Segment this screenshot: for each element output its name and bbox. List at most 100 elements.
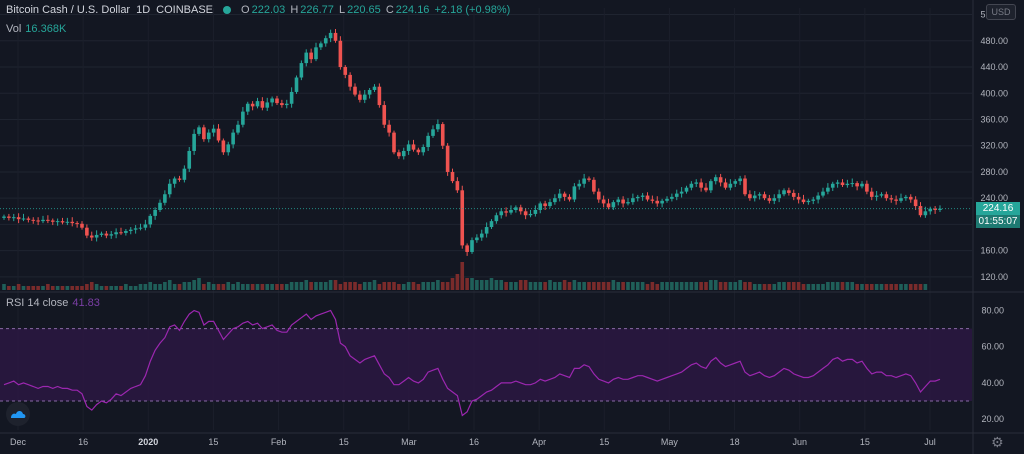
volume-bar bbox=[275, 284, 279, 290]
candle-body bbox=[387, 124, 391, 133]
volume-bar bbox=[99, 286, 104, 290]
candle-body bbox=[528, 213, 533, 216]
volume-bar bbox=[728, 282, 733, 290]
volume-bar bbox=[709, 280, 713, 290]
volume-bar bbox=[523, 280, 528, 290]
volume-bar bbox=[757, 284, 762, 290]
candle-body bbox=[621, 199, 625, 204]
candle-body bbox=[538, 203, 543, 210]
volume-bar bbox=[138, 284, 143, 290]
candle-body bbox=[65, 221, 70, 223]
candle-body bbox=[460, 190, 465, 246]
candle-body bbox=[80, 223, 84, 228]
candle-body bbox=[55, 221, 60, 223]
interval-label[interactable]: 1D bbox=[136, 4, 151, 16]
volume-bar bbox=[94, 284, 99, 290]
volume-value: 16.368K bbox=[25, 23, 67, 35]
settings-gear-icon[interactable]: ⚙ bbox=[991, 434, 1004, 450]
volume-bar bbox=[762, 284, 767, 290]
candle-body bbox=[587, 178, 591, 180]
candle-body bbox=[509, 209, 513, 213]
volume-bar bbox=[777, 282, 781, 290]
volume-bar bbox=[119, 286, 123, 290]
volume-bar bbox=[855, 284, 859, 290]
volume-bar bbox=[65, 286, 70, 290]
candle-body bbox=[553, 198, 557, 203]
candle-body bbox=[294, 77, 299, 92]
candle-body bbox=[250, 103, 255, 107]
symbol-name[interactable]: Bitcoin Cash / U.S. Dollar bbox=[6, 4, 131, 16]
price-tick-label: 480.00 bbox=[980, 36, 1008, 46]
candle-body bbox=[748, 194, 752, 199]
candle-body bbox=[679, 191, 684, 194]
volume-bar bbox=[660, 282, 664, 290]
price-tick-label: 240.00 bbox=[980, 193, 1008, 203]
candle-body bbox=[260, 101, 265, 108]
candle-body bbox=[475, 237, 479, 241]
price-tick-label: 120.00 bbox=[980, 272, 1008, 282]
time-tick-label: Jul bbox=[924, 437, 936, 447]
candle-body bbox=[358, 94, 362, 100]
candle-body bbox=[869, 191, 874, 197]
candle-body bbox=[163, 194, 167, 203]
candle-body bbox=[255, 101, 260, 107]
rsi-legend[interactable]: RSI 14 close 41.83 bbox=[6, 297, 100, 309]
candle-body bbox=[343, 67, 348, 75]
volume-bar bbox=[791, 282, 796, 290]
candle-body bbox=[280, 103, 284, 106]
candle-body bbox=[128, 229, 133, 231]
volume-bar bbox=[465, 278, 469, 290]
volume-bar bbox=[333, 280, 338, 290]
volume-bar bbox=[421, 282, 426, 290]
candle-body bbox=[631, 198, 635, 203]
volume-legend[interactable]: Vol 16.368K bbox=[6, 23, 66, 35]
last-price-tag: 224.16 bbox=[976, 201, 1020, 215]
volume-bar bbox=[377, 284, 382, 290]
volume-bar bbox=[202, 284, 206, 290]
candle-body bbox=[899, 198, 903, 201]
candle-body bbox=[411, 144, 416, 150]
time-tick-label: 15 bbox=[339, 437, 349, 447]
candle-body bbox=[245, 103, 250, 112]
candle-body bbox=[850, 183, 855, 185]
candle-body bbox=[2, 216, 6, 218]
candle-body bbox=[416, 149, 421, 153]
volume-bar bbox=[85, 284, 89, 290]
candle-body bbox=[450, 171, 455, 182]
candle-body bbox=[70, 221, 75, 224]
candle-body bbox=[41, 219, 45, 222]
candle-body bbox=[518, 207, 523, 212]
candle-body bbox=[241, 111, 245, 125]
candle-body bbox=[221, 140, 226, 153]
candle-body bbox=[284, 103, 289, 106]
candle-body bbox=[499, 211, 504, 216]
volume-bar bbox=[426, 282, 430, 290]
candle-body bbox=[665, 198, 669, 201]
candle-body bbox=[830, 183, 835, 188]
candle-body bbox=[36, 220, 40, 222]
price-tick-label: 160.00 bbox=[980, 246, 1008, 256]
volume-bar bbox=[845, 282, 850, 290]
rsi-value: 41.83 bbox=[72, 297, 100, 309]
candle-body bbox=[635, 196, 640, 199]
volume-bar bbox=[460, 262, 465, 290]
candle-body bbox=[133, 228, 138, 230]
candle-body bbox=[85, 227, 89, 236]
candle-body bbox=[752, 195, 757, 199]
volume-bar bbox=[70, 286, 75, 290]
candle-body bbox=[397, 152, 401, 157]
candle-body bbox=[577, 183, 582, 187]
volume-bar bbox=[231, 284, 235, 290]
candle-body bbox=[138, 227, 143, 229]
volume-bar bbox=[36, 286, 40, 290]
tradingview-logo-icon[interactable] bbox=[6, 402, 30, 426]
candle-body bbox=[7, 216, 11, 218]
change-value: +2.18 (+0.98%) bbox=[434, 4, 511, 16]
volume-bar bbox=[153, 284, 157, 290]
candle-body bbox=[826, 187, 830, 192]
currency-button[interactable]: USD bbox=[986, 4, 1016, 20]
volume-bar bbox=[606, 282, 611, 290]
volume-bar bbox=[587, 282, 591, 290]
volume-bar bbox=[665, 282, 669, 290]
